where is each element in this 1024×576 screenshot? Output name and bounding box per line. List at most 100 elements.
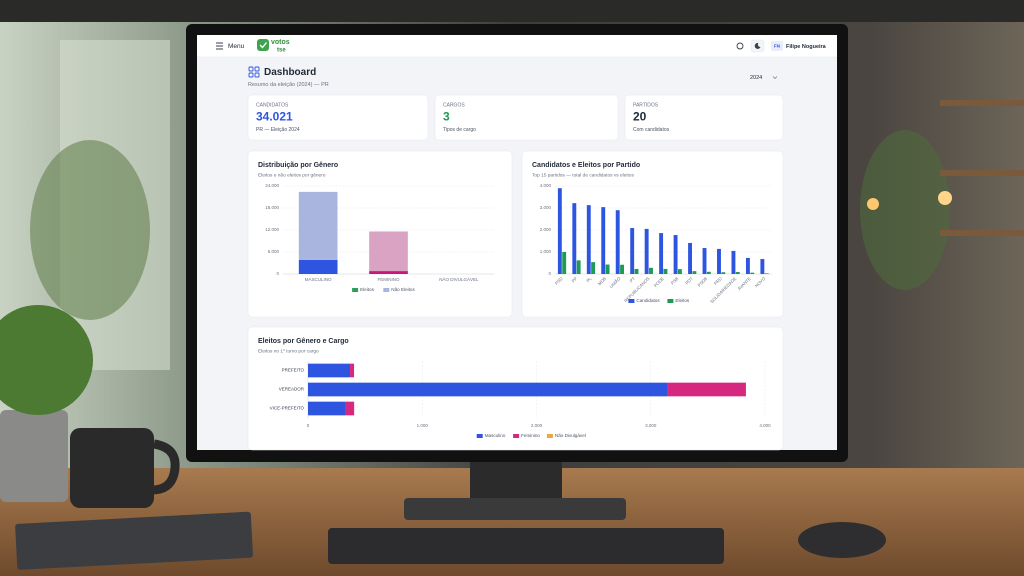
logo-text: votos — [271, 39, 290, 46]
legend-swatch — [383, 288, 390, 292]
chart-title: Distribuição por Gênero — [258, 162, 338, 169]
monitor-base — [404, 498, 626, 520]
plant-pot — [0, 410, 68, 502]
y-tick-label: 0 — [276, 271, 279, 276]
avatar-initials: FN — [774, 44, 780, 49]
lamp — [938, 191, 952, 205]
card-note: PR — Eleição 2024 — [256, 127, 300, 133]
card-note: Com candidatos — [633, 127, 670, 133]
legend-label: Não Divulgável — [555, 433, 586, 438]
bar — [702, 248, 707, 274]
lamp — [867, 198, 879, 210]
mug — [70, 428, 154, 508]
bar — [605, 264, 610, 274]
bar — [750, 272, 755, 274]
chart-subtitle: Eleitos e não eleitos por gênero — [258, 172, 326, 178]
bar — [735, 272, 740, 274]
bar — [615, 210, 620, 274]
bar — [308, 401, 346, 416]
bar — [649, 267, 653, 274]
bar — [677, 269, 682, 274]
x-tick-label: PSD — [554, 276, 564, 286]
menu-icon[interactable] — [216, 42, 223, 50]
card-value: 20 — [633, 110, 647, 124]
x-tick-label: 4.000 — [759, 423, 771, 428]
y-tick-label: 1.000 — [540, 249, 552, 254]
legend-label: Candidatos — [636, 298, 660, 303]
chart-title: Eleitos por Gênero e Cargo — [258, 338, 349, 345]
legend-swatch — [352, 288, 359, 292]
plant-blur — [860, 130, 950, 290]
bar — [562, 252, 567, 274]
avatar[interactable] — [771, 41, 783, 51]
bar — [692, 271, 697, 274]
x-tick-label: PT — [629, 276, 637, 284]
legend-swatch — [667, 299, 674, 303]
bar — [620, 264, 625, 274]
y-tick-label: VEREADOR — [279, 387, 305, 392]
y-tick-label: 0 — [548, 271, 551, 276]
y-tick-label: 6.000 — [268, 249, 280, 254]
refresh-icon[interactable] — [736, 42, 744, 50]
stat-card — [247, 94, 429, 141]
x-tick-label: 0 — [307, 423, 310, 428]
bar — [663, 268, 668, 274]
legend-swatch — [513, 434, 520, 438]
y-tick-label: VICE-PREFEITO — [270, 406, 305, 411]
stat-card — [434, 94, 619, 141]
bar — [586, 205, 591, 274]
shelf — [940, 230, 1024, 236]
chart-subtitle: Eleitos no 1º turno por cargo — [258, 348, 319, 354]
logo-subtext: tse — [277, 48, 286, 54]
chart-title: Candidatos e Eleitos por Partido — [532, 162, 640, 169]
card-value: 34.021 — [256, 110, 293, 124]
moon-icon — [754, 42, 761, 49]
legend-label: Eleitos — [360, 287, 374, 292]
bar — [308, 382, 668, 397]
y-tick-label: 24.000 — [265, 183, 279, 188]
dashboard-icon — [248, 66, 254, 72]
bar — [298, 191, 338, 260]
legend-swatch — [476, 434, 483, 438]
shelf — [940, 100, 1024, 106]
user-name[interactable]: Filipe Nogueira — [786, 44, 827, 50]
mug-handle — [151, 439, 180, 495]
bar — [688, 242, 692, 274]
page-title: Dashboard — [264, 67, 316, 78]
x-tick-label: 3.000 — [645, 423, 657, 428]
topbar — [197, 35, 837, 57]
bar — [591, 262, 596, 274]
bar — [308, 363, 351, 378]
notebook — [15, 511, 253, 570]
stat-card — [624, 94, 784, 141]
menu-label[interactable]: Menu — [228, 43, 245, 50]
legend-swatch — [628, 299, 635, 303]
bar — [601, 207, 606, 274]
x-tick-label: PSB — [670, 276, 680, 286]
bar — [717, 248, 721, 274]
x-tick-label: PDT — [684, 276, 694, 286]
card-label: CARGOS — [443, 102, 465, 108]
year-select[interactable]: 2024 — [750, 75, 762, 81]
chart-subtitle: Top 15 partidos — total de candidatos vs… — [532, 172, 634, 178]
plant-blur — [30, 140, 150, 320]
legend-swatch — [546, 434, 553, 438]
y-tick-label: 4.000 — [540, 183, 552, 188]
bar — [667, 382, 746, 397]
keyboard — [328, 528, 724, 564]
bar — [345, 401, 355, 416]
y-tick-label: 2.000 — [540, 227, 552, 232]
select-caret — [772, 76, 778, 79]
legend-label: Masculino — [485, 433, 506, 438]
chart-card — [521, 150, 784, 318]
bar — [760, 259, 765, 274]
card-label: PARTIDOS — [633, 102, 659, 108]
bar — [298, 259, 338, 274]
bar — [644, 228, 649, 274]
legend-label: Feminino — [521, 433, 540, 438]
bar — [673, 235, 678, 274]
card-value: 3 — [443, 110, 450, 124]
card-note: Tipos de cargo — [443, 127, 476, 133]
legend-label: Não Eleitos — [391, 287, 415, 292]
